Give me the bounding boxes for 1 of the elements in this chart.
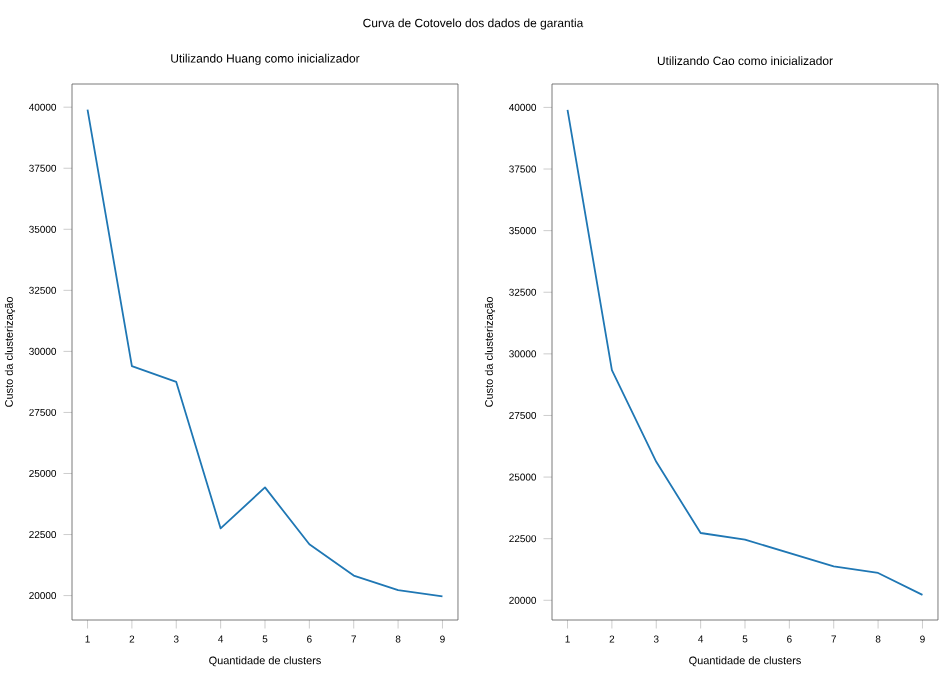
line-series (86, 108, 444, 598)
